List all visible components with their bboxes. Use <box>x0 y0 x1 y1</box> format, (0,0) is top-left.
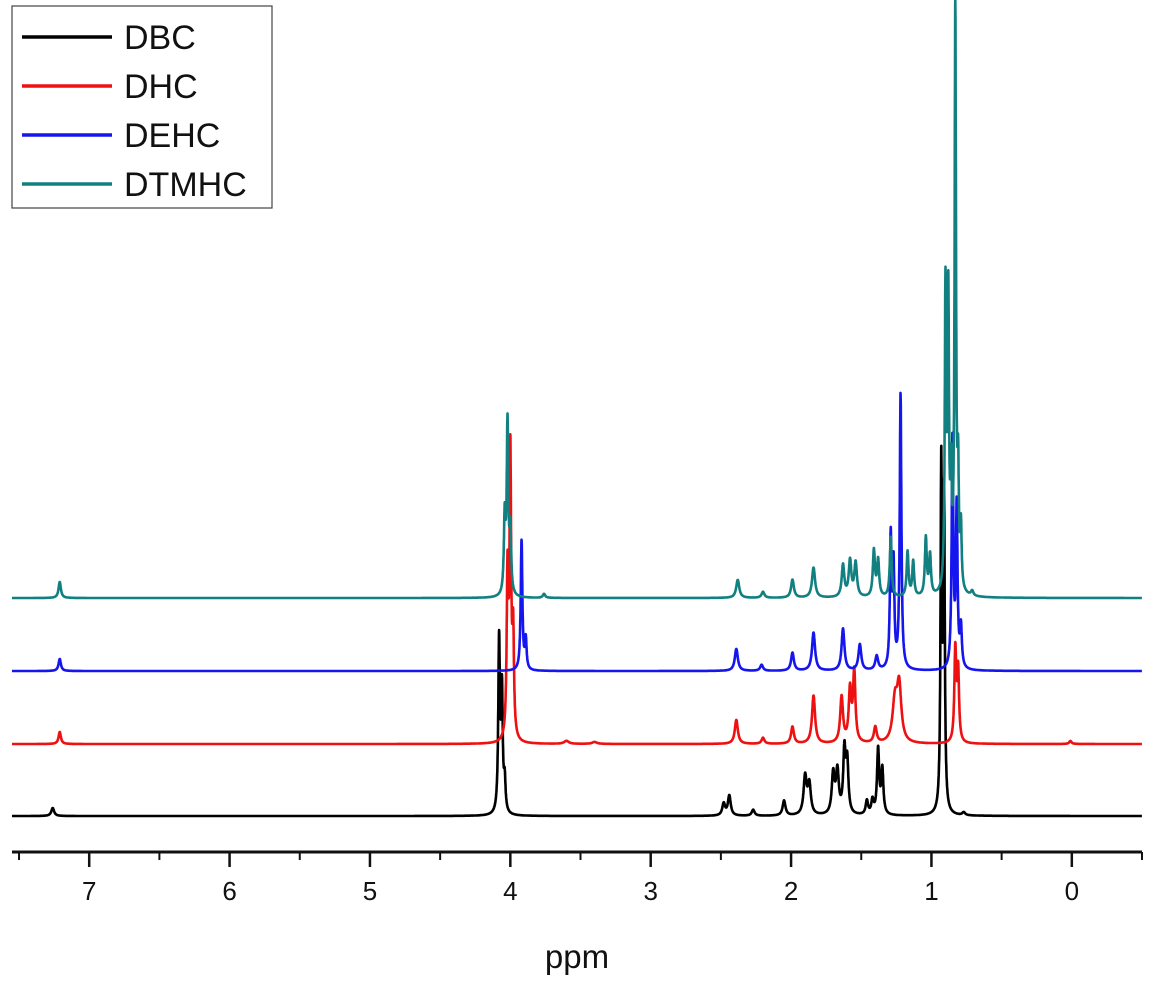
x-tick-label: 5 <box>363 876 377 906</box>
x-tick-label: 7 <box>82 876 96 906</box>
spectrum-line-dehc <box>10 391 1144 673</box>
x-tick-label: 1 <box>924 876 938 906</box>
x-axis-label: ppm <box>545 938 609 975</box>
x-tick-label: 0 <box>1065 876 1079 906</box>
spectrum-line-dhc <box>10 433 1144 746</box>
x-tick-label: 4 <box>503 876 517 906</box>
x-tick-label: 3 <box>643 876 657 906</box>
x-tick-label: 6 <box>222 876 236 906</box>
spectrum-line-dbc <box>10 444 1144 818</box>
x-axis: 7 6 5 4 3 2 1 0 <box>12 850 1143 906</box>
spectrum-line-dtmhc <box>10 0 1144 600</box>
spectra-group <box>10 0 1144 818</box>
legend-label-dbc: DBC <box>124 19 196 57</box>
legend-label-dhc: DHC <box>124 68 198 106</box>
legend-box <box>11 5 273 209</box>
legend-label-dtmhc: DTMHC <box>124 166 247 204</box>
legend-label-dehc: DEHC <box>124 117 220 155</box>
x-tick-label: 2 <box>784 876 798 906</box>
legend: DBC DHC DEHC DTMHC <box>11 5 273 209</box>
